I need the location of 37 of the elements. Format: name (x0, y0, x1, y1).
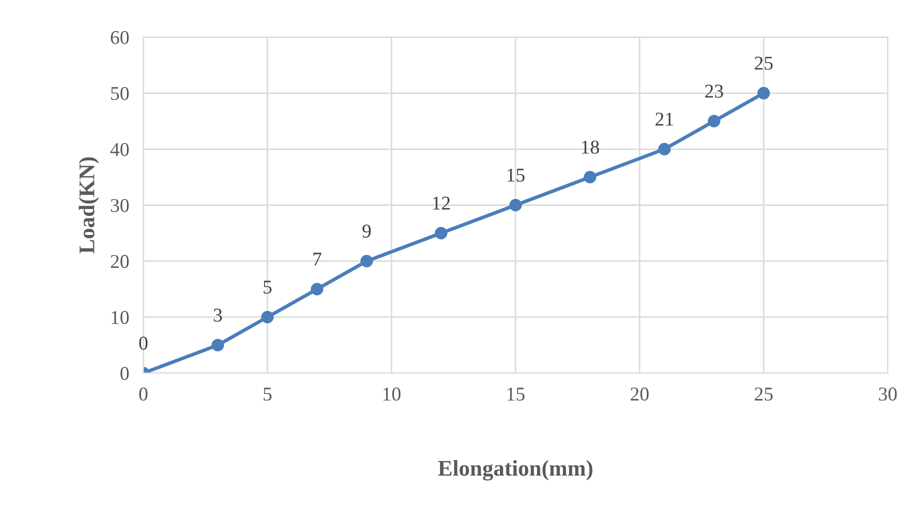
x-tick-label: 0 (139, 388, 148, 401)
annotation: 5 (264, 280, 272, 294)
x-tick-label: 10 (383, 388, 400, 401)
annotation: 12 (433, 196, 450, 210)
annotation: 0 (139, 336, 148, 350)
x-tick-label: 25 (754, 388, 773, 401)
point (757, 86, 770, 100)
point (708, 114, 720, 128)
y-axis-title: Load(KN) (78, 157, 99, 254)
y-tick-label: 20 (110, 254, 129, 268)
x-tick-label: 15 (508, 388, 525, 401)
y-tick-label: 0 (120, 366, 129, 380)
point (584, 170, 596, 184)
x-tick-label: 5 (264, 388, 272, 401)
point (261, 310, 274, 324)
annotation: 3 (214, 308, 222, 322)
point (360, 254, 373, 268)
point (212, 338, 224, 352)
y-tick-label: 60 (110, 30, 129, 44)
x-tick-label: 30 (878, 388, 897, 401)
annotation: 21 (656, 112, 673, 126)
x-tick-label: 20 (630, 388, 649, 401)
annotation: 7 (313, 252, 322, 266)
y-tick-label: 50 (111, 86, 129, 100)
annotation: 23 (705, 84, 724, 98)
point (310, 282, 324, 296)
annotation: 25 (754, 56, 773, 70)
point (658, 142, 671, 156)
annotation: 18 (582, 140, 599, 154)
y-tick-label: 30 (110, 198, 129, 212)
y-tick-label: 10 (112, 310, 129, 324)
annotation: 15 (508, 168, 525, 182)
y-tick-label: 40 (110, 142, 129, 156)
annotation: 9 (362, 224, 371, 238)
point (509, 198, 522, 212)
x-axis-title: Elongation(mm) (438, 460, 592, 480)
point (434, 226, 448, 240)
